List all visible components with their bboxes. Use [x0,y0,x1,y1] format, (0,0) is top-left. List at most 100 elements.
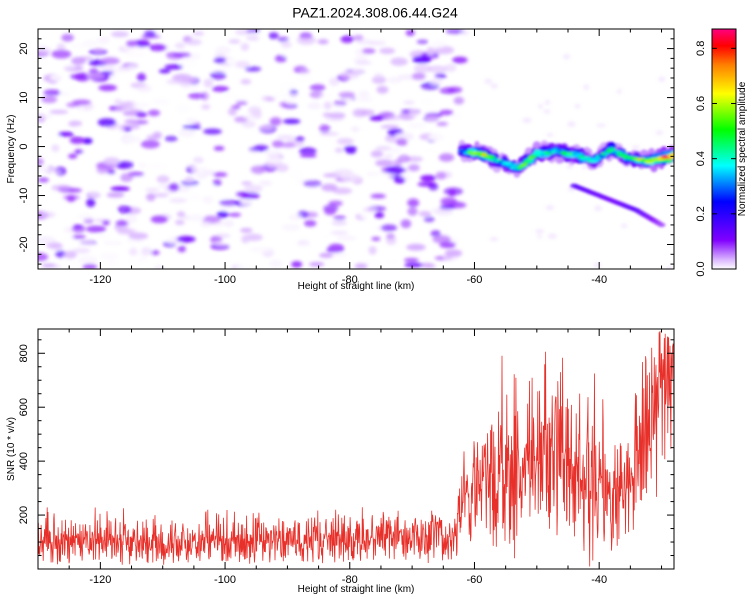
noise-blob [416,39,429,44]
noise-blob [114,65,129,73]
noise-blob [74,72,91,82]
noise-blob [241,120,256,128]
noise-blob [281,41,292,48]
noise-blob [407,122,427,129]
noise-blob [257,33,266,42]
snr-x-tick-label: -120 [89,574,111,586]
noise-blob [106,260,118,267]
noise-blob [404,262,424,268]
noise-blob [140,139,160,149]
noise-blob [439,109,454,116]
noise-blob [386,233,395,240]
noise-blob [51,184,72,191]
noise-blob [453,96,465,105]
noise-blob [265,97,276,102]
noise-blob [330,230,349,235]
noise-blob [289,214,302,221]
snr-x-axis-label: Height of straight line (km) [298,584,415,595]
noise-blob [420,175,436,182]
noise-blob [110,31,129,38]
noise-blob [69,136,85,144]
noise-blob [380,124,400,129]
noise-blob [185,117,198,125]
noise-blob [57,131,74,137]
noise-blob [212,179,222,187]
spectrogram-heatmap [38,29,674,269]
noise-blob [324,207,337,216]
noise-blob [420,147,439,154]
noise-blob [444,63,457,72]
noise-blob [385,137,397,143]
noise-blob [328,243,344,252]
noise-blob [318,93,333,99]
noise-blob [124,119,138,124]
noise-blob [201,104,211,110]
noise-blob [93,48,104,53]
noise-speck [666,266,674,269]
noise-blob [200,221,212,227]
noise-blob [387,76,402,84]
noise-blob [152,131,163,139]
noise-blob [374,212,385,219]
noise-blob [448,188,457,197]
noise-blob [126,214,138,223]
noise-blob [97,36,110,45]
noise-blob [283,118,301,124]
noise-blob [340,35,354,43]
noise-blob [397,154,411,163]
noise-blob [73,224,83,230]
snr-y-tick-label: 200 [18,506,30,524]
noise-blob [59,91,71,97]
noise-blob [51,144,60,152]
noise-speck [537,235,543,239]
noise-blob [76,107,85,114]
noise-speck [535,229,544,234]
spectrogram-frame [37,28,675,270]
noise-blob [100,70,114,76]
noise-blob [211,190,232,200]
noise-blob [126,40,138,47]
noise-speck [617,88,622,95]
noise-blob [203,78,214,88]
noise-blob [375,159,394,167]
spectrogram-x-tick-label: -120 [89,274,111,286]
noise-blob [350,126,360,132]
spectrogram-y-tick-label: 0 [18,143,30,149]
noise-blob [328,112,346,119]
noise-blob [188,214,205,222]
noise-blob [340,173,361,182]
noise-blob [38,57,50,64]
noise-speck [658,76,666,82]
colorbar-tick-label: 0.6 [695,96,707,111]
noise-blob [95,233,110,240]
noise-blob [147,109,161,117]
noise-blob [383,258,401,266]
noise-blob [213,241,230,247]
noise-blob [246,29,261,34]
noise-blob [355,97,374,102]
noise-blob [102,240,123,246]
noise-blob [235,60,251,69]
noise-blob [86,198,96,208]
noise-blob [279,82,296,91]
noise-blob [405,29,415,36]
noise-blob [303,180,322,188]
noise-blob [423,216,435,223]
noise-blob [215,233,231,239]
noise-speck [544,99,550,106]
noise-blob [210,71,227,80]
spectrogram-x-tick-label: -40 [591,274,607,286]
noise-blob [158,69,171,74]
noise-blob [192,31,205,36]
noise-blob [426,47,435,56]
noise-blob [99,211,117,218]
noise-blob [385,165,405,175]
noise-blob [153,265,164,269]
noise-blob [275,163,289,172]
spectrogram-x-tick-label: -80 [342,274,358,286]
noise-blob [379,47,396,55]
noise-blob [371,236,381,241]
noise-blob [38,177,49,183]
noise-blob [278,36,289,43]
